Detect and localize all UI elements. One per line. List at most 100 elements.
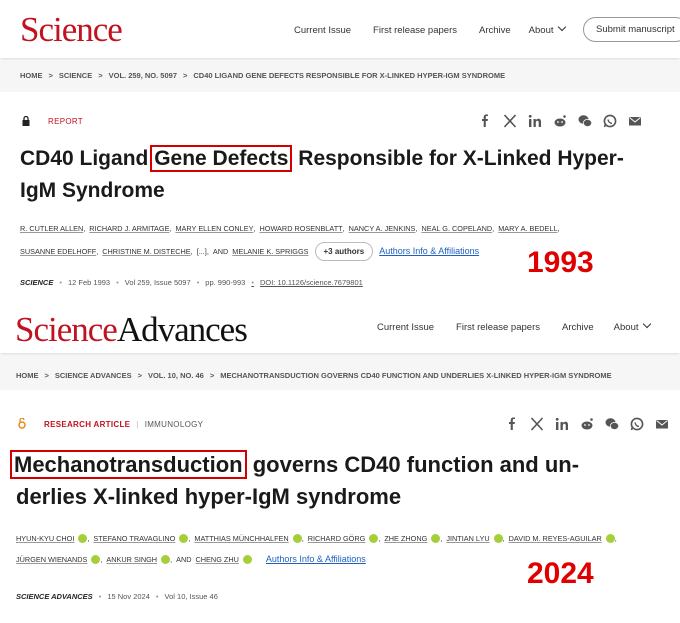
author-name[interactable]: R. CUTLER ALLEN (20, 224, 84, 233)
share-icon[interactable] (528, 114, 542, 128)
author-item: MARY A. BEDELL (498, 221, 559, 236)
article-type: REPORT (48, 117, 83, 126)
breadcrumb-item[interactable]: HOME (16, 371, 39, 380)
share-icon[interactable] (505, 417, 519, 431)
share-icon[interactable] (553, 114, 567, 128)
author-item: RICHARD J. ARMITAGE (89, 221, 171, 236)
nav-link[interactable]: Current Issue (294, 25, 352, 36)
author-item: MELANIE K. SPRIGGS (232, 244, 308, 259)
author-item: STEFANO TRAVAGLINO (93, 531, 190, 546)
author-name[interactable]: JINTIAN LYU (446, 534, 490, 543)
logo[interactable]: Science (20, 10, 123, 49)
nav-link[interactable]: About (529, 25, 565, 36)
orcid-icon[interactable] (78, 534, 88, 543)
logo[interactable]: ScienceAdvances (15, 310, 248, 350)
nav-link[interactable]: Archive (478, 25, 511, 36)
author-name[interactable]: NANCY A. JENKINS (348, 224, 416, 233)
author-name[interactable]: NEAL G. COPELAND (421, 224, 493, 233)
breadcrumb-item[interactable]: HOME (20, 71, 43, 80)
orcid-icon[interactable] (605, 534, 615, 543)
share-icon[interactable] (655, 417, 669, 431)
orcid-icon[interactable] (161, 555, 171, 564)
share-icon[interactable] (580, 417, 594, 431)
author-name[interactable]: RICHARD GÖRG (307, 534, 366, 543)
breadcrumb-item[interactable]: CD40 LIGAND GENE DEFECTS RESPONSIBLE FOR… (177, 71, 505, 80)
author-name[interactable]: MATTHIAS MÜNCHHALFEN (194, 534, 289, 543)
nav: Current Issue First release papers Archive… (294, 25, 565, 36)
lock-icon (22, 116, 30, 126)
author-item: HOWARD ROSENBLATT (260, 221, 345, 236)
subject: IMMUNOLOGY (144, 420, 204, 429)
author-name[interactable]: CHENG ZHU (195, 555, 239, 564)
breadcrumb-item[interactable]: VOL. 259, NO. 5097 (92, 71, 177, 80)
nav-link[interactable]: First release papers (373, 25, 457, 36)
author-item: RICHARD GÖRG (308, 531, 381, 546)
share-icons (478, 114, 642, 128)
share-icon[interactable] (628, 114, 642, 128)
meta-pages: pp. 990-993 (191, 278, 245, 287)
author-name[interactable]: ZHE ZHONG (384, 534, 428, 543)
meta-doi[interactable]: DOI: 10.1126/science.7679801 (245, 278, 363, 287)
nav-link[interactable]: First release papers (456, 322, 540, 333)
orcid-icon[interactable] (493, 534, 503, 543)
nav-link[interactable]: Archive (561, 322, 594, 333)
breadcrumb-item[interactable]: MECHANOTRANSDUCTION GOVERNS CD40 FUNCTIO… (204, 371, 611, 380)
share-icon[interactable] (478, 114, 492, 128)
author-item: AND (213, 244, 228, 259)
more-authors-button[interactable]: +3 authors (314, 242, 374, 261)
tag-divider: | (136, 420, 139, 429)
share-icon[interactable] (530, 417, 544, 431)
breadcrumb-item[interactable]: SCIENCE ADVANCES (39, 371, 132, 380)
author-name[interactable]: HYUN-KYU CHOI (16, 534, 75, 543)
author-name[interactable]: ANKUR SINGH (106, 555, 158, 564)
nav-link[interactable]: About (614, 322, 650, 333)
author-name[interactable]: MELANIE K. SPRIGGS (232, 247, 309, 256)
author-item: DAVID M. REYES-AGUILAR (509, 531, 617, 546)
author-ellipsis[interactable]: [...] (196, 247, 207, 256)
author-name[interactable]: STEFANO TRAVAGLINO (93, 534, 176, 543)
share-icon[interactable] (555, 417, 569, 431)
share-icon[interactable] (605, 417, 619, 431)
breadcrumb: HOMESCIENCE ADVANCESVOL. 10, NO. 46MECHA… (16, 371, 612, 380)
author-item: ZHE ZHONG (384, 531, 442, 546)
author-name[interactable]: JÜRGEN WIENANDS (16, 555, 88, 564)
author-name[interactable]: MARY A. BEDELL (498, 224, 558, 233)
article-title: CD40 Ligand Gene Defects Responsible for… (20, 143, 630, 207)
title-highlight: Gene Defects (150, 145, 293, 172)
nav: Current Issue First release papers Archive… (377, 322, 650, 333)
author-item: [...] (197, 244, 209, 259)
share-icons (505, 417, 669, 431)
share-icon[interactable] (578, 114, 592, 128)
share-icon[interactable] (503, 114, 517, 128)
share-icon[interactable] (603, 114, 617, 128)
author-name[interactable]: RICHARD J. ARMITAGE (89, 224, 170, 233)
orcid-icon[interactable] (91, 555, 101, 564)
meta-journal: SCIENCE (20, 278, 54, 287)
author-name[interactable]: DAVID M. REYES-AGUILAR (508, 534, 602, 543)
author-name[interactable]: CHRISTINE M. DISTECHE (102, 247, 191, 256)
submit-button[interactable]: Submit manuscript (583, 17, 680, 42)
share-icon[interactable] (630, 417, 644, 431)
article-type: RESEARCH ARTICLE (44, 420, 131, 429)
orcid-icon[interactable] (179, 534, 189, 543)
author-item: CHENG ZHU (196, 552, 252, 567)
title-text: CD40 Ligand (20, 147, 149, 170)
orcid-icon[interactable] (242, 555, 252, 564)
breadcrumb-item[interactable]: SCIENCE (43, 71, 92, 80)
year-annotation: 1993 (527, 246, 594, 279)
breadcrumb: HOMESCIENCEVOL. 259, NO. 5097CD40 LIGAND… (20, 71, 505, 80)
affiliations-link[interactable]: Authors Info & Affiliations (379, 246, 480, 256)
affiliations-link[interactable]: Authors Info & Affiliations (265, 554, 366, 564)
orcid-icon[interactable] (369, 534, 379, 543)
author-name[interactable]: MARY ELLEN CONLEY (175, 224, 254, 233)
breadcrumb-item[interactable]: VOL. 10, NO. 46 (132, 371, 204, 380)
author-name[interactable]: HOWARD ROSENBLATT (259, 224, 343, 233)
author-item: SUSANNE EDELHOFF (20, 244, 98, 259)
article-tags: RESEARCH ARTICLE | IMMUNOLOGY (44, 420, 203, 429)
author-name[interactable]: SUSANNE EDELHOFF (20, 247, 97, 256)
orcid-icon[interactable] (292, 534, 302, 543)
nav-link[interactable]: Current Issue (377, 322, 435, 333)
author-item: MATTHIAS MÜNCHHALFEN (194, 531, 303, 546)
author-item: ANKUR SINGH (106, 552, 172, 567)
orcid-icon[interactable] (431, 534, 441, 543)
